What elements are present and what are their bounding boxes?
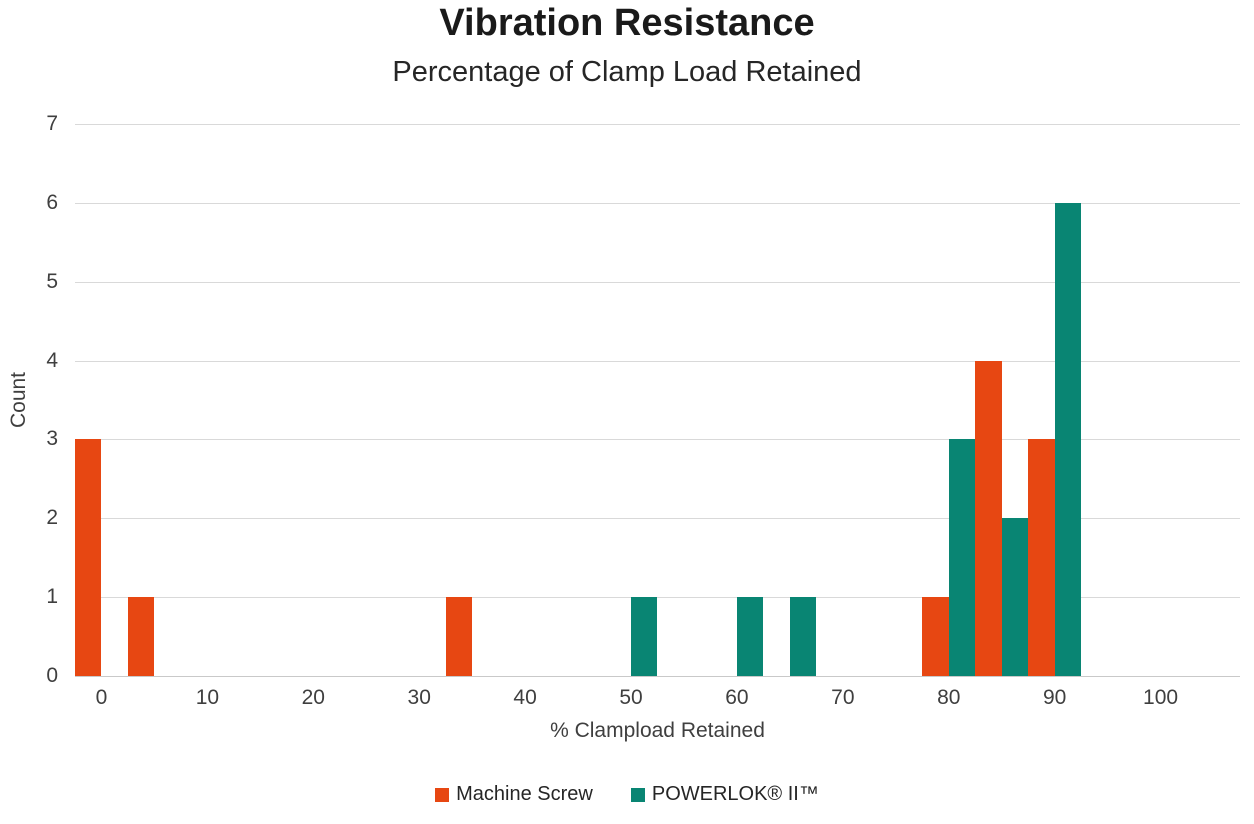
bar-powerlok-ii-1 [736,597,764,676]
bar-machine-screw-5 [1028,439,1055,676]
legend-swatch-icon [630,787,645,802]
bar-powerlok-ii-5 [1054,202,1082,676]
bar-powerlok-ii-4 [1001,518,1029,676]
gridline-y-2 [75,518,1240,520]
gridline-y-3 [75,439,1240,441]
x-tick-label-30: 30 [407,686,431,709]
bar-powerlok-ii-2 [789,597,817,676]
x-tick-label-80: 80 [937,686,961,709]
y-tick-label-0: 0 [46,664,58,687]
y-tick-label-5: 5 [46,269,58,293]
legend: Machine Screw POWERLOK® II™ [0,783,1254,806]
x-tick-label-10: 10 [195,686,220,709]
legend-item-powerlok-ii: POWERLOK® II™ [630,783,819,806]
gridline-y-5 [75,281,1240,283]
y-axis-title: Count [7,371,30,429]
legend-swatch-icon [435,787,450,802]
bar-powerlok-ii-0 [631,597,658,676]
plot-area [75,124,1240,677]
chart-title: Vibration Resistance [439,2,815,44]
bar-machine-screw-1 [127,597,155,676]
bar-machine-screw-0 [75,439,102,676]
x-tick-label-50: 50 [619,686,643,709]
x-tick-label-20: 20 [301,686,325,709]
x-tick-label-40: 40 [513,686,537,709]
bar-machine-screw-3 [922,597,949,676]
x-tick-label-70: 70 [831,686,855,709]
gridline-y-0 [75,676,1240,677]
gridline-y-1 [75,597,1240,599]
gridline-y-7 [75,124,1240,125]
x-tick-label-60: 60 [725,686,749,709]
chart-subtitle: Percentage of Clamp Load Retained [392,56,862,88]
bar-machine-screw-2 [445,597,473,676]
gridline-y-6 [75,202,1240,204]
y-tick-label-3: 3 [46,427,58,451]
bar-powerlok-ii-3 [948,439,976,676]
y-tick-label-2: 2 [46,506,58,530]
x-tick-label-90: 90 [1042,686,1067,709]
y-tick-label-1: 1 [46,585,58,609]
legend-label: POWERLOK® II™ [651,783,819,805]
x-tick-label-0: 0 [95,686,108,709]
bar-machine-screw-4 [975,360,1002,676]
y-tick-label-6: 6 [46,190,58,214]
y-tick-label-4: 4 [46,348,58,372]
legend-item-machine-screw: Machine Screw [435,783,593,806]
legend-label: Machine Screw [456,783,593,805]
x-axis-title: % Clampload Retained [550,719,765,742]
y-tick-label-7: 7 [46,112,58,135]
x-tick-label-100: 100 [1143,686,1179,709]
gridline-y-4 [75,360,1240,362]
